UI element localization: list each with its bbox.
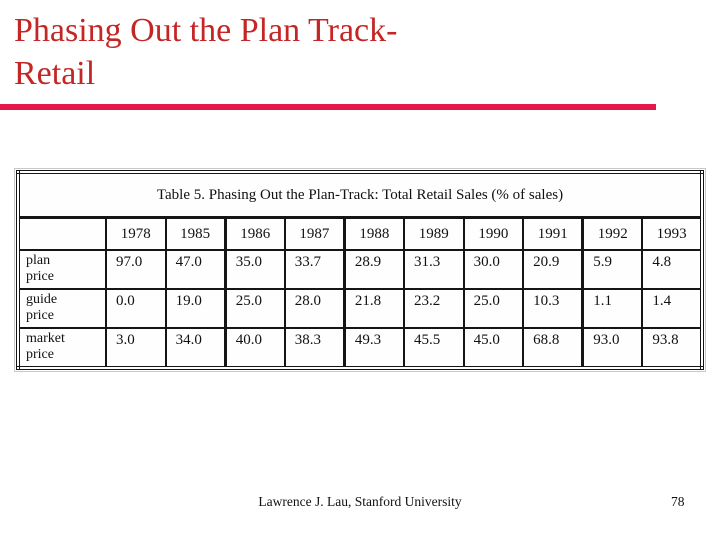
slide-title-line-1: Phasing Out the Plan Track- (14, 12, 398, 49)
retail-sales-table: Table 5. Phasing Out the Plan-Track: Tot… (16, 170, 704, 370)
value-cell: 21.8 (343, 288, 405, 329)
row-label-plan-price: plan price (17, 249, 107, 290)
value-cell: 5.9 (581, 249, 644, 290)
table-row-market-price: market price 3.0 34.0 40.0 38.3 49.3 45.… (17, 327, 703, 369)
table-title: Table 5. Phasing Out the Plan-Track: Tot… (17, 171, 703, 219)
slide-title: Phasing Out the Plan Track- Retail (14, 10, 574, 96)
value-cell: 1.4 (641, 288, 703, 329)
table-header-row: 1978 1985 1986 1987 1988 1989 1990 1991 … (17, 216, 703, 251)
value-cell: 19.0 (164, 288, 227, 329)
value-cell: 30.0 (462, 249, 525, 290)
value-cell: 25.0 (462, 288, 525, 329)
year-header-1993: 1993 (641, 216, 703, 251)
value-cell: 33.7 (283, 249, 346, 290)
year-header-1978: 1978 (105, 216, 167, 251)
year-header-1991: 1991 (522, 216, 585, 251)
value-cell: 0.0 (105, 288, 167, 329)
value-cell: 93.0 (581, 327, 644, 369)
year-header-1990: 1990 (462, 216, 525, 251)
year-header-1987: 1987 (283, 216, 346, 251)
value-cell: 25.0 (224, 288, 286, 329)
value-cell: 49.3 (343, 327, 405, 369)
row-label-guide-price: guide price (17, 288, 107, 329)
table-scan-frame: Table 5. Phasing Out the Plan-Track: Tot… (14, 168, 706, 372)
year-header-1988: 1988 (343, 216, 405, 251)
value-cell: 10.3 (522, 288, 585, 329)
value-cell: 97.0 (105, 249, 167, 290)
table-title-row: Table 5. Phasing Out the Plan-Track: Tot… (17, 171, 703, 219)
value-cell: 40.0 (224, 327, 286, 369)
value-cell: 38.3 (283, 327, 346, 369)
value-cell: 3.0 (105, 327, 167, 369)
row-label-market-price: market price (17, 327, 107, 369)
year-header-1992: 1992 (581, 216, 644, 251)
value-cell: 45.0 (462, 327, 525, 369)
title-underline-bar (0, 104, 656, 110)
value-cell: 45.5 (402, 327, 465, 369)
value-cell: 1.1 (581, 288, 644, 329)
footer-credit: Lawrence J. Lau, Stanford University (258, 494, 462, 509)
value-cell: 23.2 (402, 288, 465, 329)
year-header-1985: 1985 (164, 216, 227, 251)
value-cell: 47.0 (164, 249, 227, 290)
value-cell: 35.0 (224, 249, 286, 290)
value-cell: 31.3 (402, 249, 465, 290)
slide-title-line-2: Retail (14, 54, 96, 92)
page-number: 78 (671, 494, 685, 509)
year-header-1986: 1986 (224, 216, 286, 251)
year-header-1989: 1989 (402, 216, 465, 251)
corner-cell (17, 216, 107, 251)
value-cell: 93.8 (641, 327, 703, 369)
value-cell: 28.0 (283, 288, 346, 329)
value-cell: 34.0 (164, 327, 227, 369)
value-cell: 4.8 (641, 249, 703, 290)
table-row-guide-price: guide price 0.0 19.0 25.0 28.0 21.8 23.2… (17, 288, 703, 329)
value-cell: 68.8 (522, 327, 585, 369)
value-cell: 28.9 (343, 249, 405, 290)
value-cell: 20.9 (522, 249, 585, 290)
table-row-plan-price: plan price 97.0 47.0 35.0 33.7 28.9 31.3… (17, 249, 703, 290)
